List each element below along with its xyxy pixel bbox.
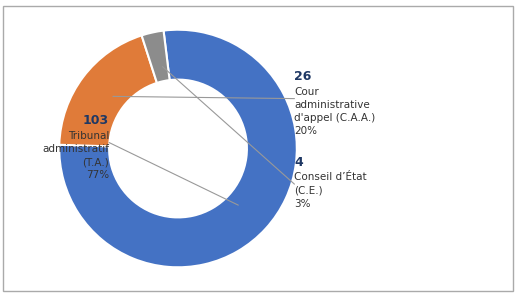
Wedge shape — [142, 31, 170, 83]
Text: 26: 26 — [295, 70, 312, 83]
Text: 103: 103 — [83, 114, 109, 127]
Text: Cour
administrative
d'appel (C.A.A.)
20%: Cour administrative d'appel (C.A.A.) 20% — [295, 87, 376, 136]
Wedge shape — [59, 35, 157, 146]
Wedge shape — [59, 30, 297, 267]
Text: Conseil d’État
(C.E.)
3%: Conseil d’État (C.E.) 3% — [295, 172, 367, 209]
Text: 4: 4 — [295, 156, 303, 169]
Text: Tribunal
administratif
(T.A.)
77%: Tribunal administratif (T.A.) 77% — [42, 131, 109, 180]
